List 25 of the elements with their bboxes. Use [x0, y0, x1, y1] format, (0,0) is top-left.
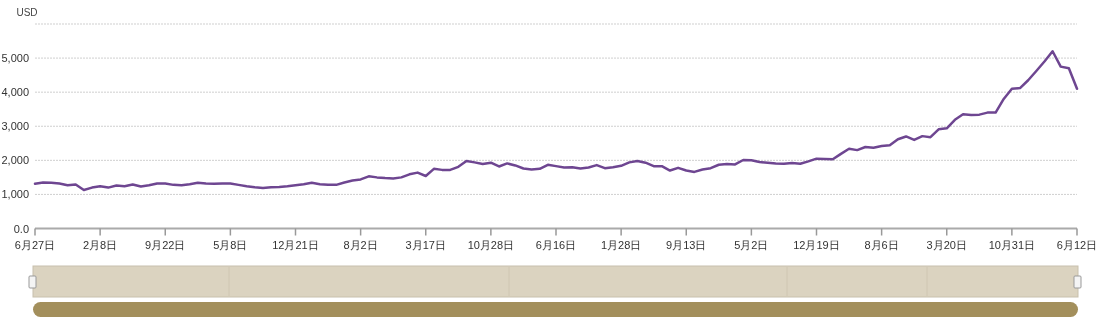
x-tick-label: 3月20日	[926, 238, 967, 251]
x-tick-label: 9月22日	[145, 238, 186, 251]
line-series	[33, 50, 1079, 192]
x-tick-label: 3月17日	[405, 238, 446, 251]
y-tick-label: 1,000	[1, 188, 29, 201]
x-tick-label: 5月8日	[213, 238, 248, 251]
x-tick-label: 6月12日	[1056, 238, 1098, 251]
x-tick-label: 6月16日	[535, 238, 577, 251]
x-tick-label: 1月28日	[600, 238, 642, 251]
x-tick-label: 10月28日	[467, 238, 515, 251]
x-tick-label: 10月31日	[988, 238, 1036, 251]
x-tick-label: 2月8日	[83, 238, 118, 251]
y-tick-label: 3,000	[1, 120, 29, 133]
x-tick-label: 5月2日	[734, 238, 769, 251]
x-tick-label: 8月6日	[864, 238, 899, 251]
y-tick-label: 2,000	[1, 154, 29, 167]
y-tick-label: 0.0	[13, 222, 29, 235]
y-tick-label: 5,000	[1, 52, 29, 65]
y-axis-title: USD	[16, 7, 38, 18]
x-tick-label: 6月27日	[14, 238, 56, 251]
x-tick-label: 8月2日	[343, 238, 378, 251]
x-tick-label: 12月21日	[272, 238, 319, 251]
x-tick-label: 12月19日	[793, 238, 840, 251]
x-tick-label: 9月13日	[666, 238, 707, 251]
y-tick-label: 4,000	[1, 86, 29, 99]
